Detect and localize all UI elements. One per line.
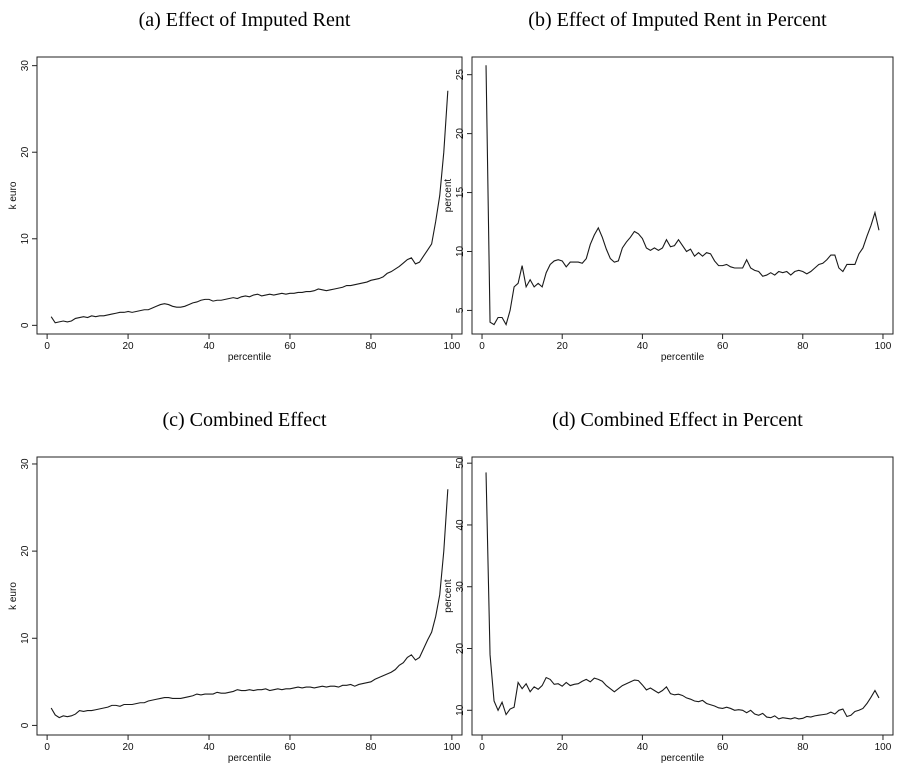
y-axis-label: percent: [443, 579, 454, 613]
panel-title: (b) Effect of Imputed Rent in Percent: [528, 9, 827, 31]
x-tick-label: 60: [717, 341, 729, 352]
plot-frame: [471, 56, 894, 335]
x-tick-label: 60: [717, 742, 729, 753]
x-tick-label: 60: [284, 742, 296, 753]
y-tick-label: 10: [20, 632, 31, 644]
panel-title: (d) Combined Effect in Percent: [552, 409, 803, 431]
y-tick-label: 40: [455, 519, 466, 531]
y-axis-label: k euro: [8, 181, 19, 209]
y-tick-label: 10: [455, 704, 466, 716]
y-tick-label: 20: [455, 643, 466, 655]
y-tick-label: 30: [20, 60, 31, 72]
panel: (a) Effect of Imputed Rent 0 20 40 60 80 100 0 1…: [8, 9, 463, 363]
x-axis-label: percentile: [228, 753, 272, 764]
plot-frame: [36, 56, 463, 335]
data-line: [485, 65, 880, 326]
x-tick-label: 20: [123, 742, 135, 753]
y-tick-label: 20: [20, 545, 31, 557]
x-tick-label: 100: [444, 341, 461, 352]
y-tick-label: 0: [20, 722, 31, 728]
y-tick-label: 30: [455, 581, 466, 593]
plot-frame: [36, 456, 463, 736]
x-tick-label: 0: [479, 341, 485, 352]
y-tick-label: 20: [20, 146, 31, 158]
x-tick-label: 60: [284, 341, 296, 352]
y-axis-label: percent: [443, 179, 454, 213]
x-tick-label: 20: [557, 341, 569, 352]
y-tick-label: 25: [455, 69, 466, 81]
x-axis-label: percentile: [661, 352, 705, 363]
plot-frame: [471, 456, 894, 736]
y-tick-label: 5: [455, 307, 466, 313]
x-tick-label: 100: [875, 742, 892, 753]
y-tick-label: 50: [455, 457, 466, 469]
panel-title: (c) Combined Effect: [162, 409, 326, 431]
data-line: [485, 472, 880, 720]
x-axis-label: percentile: [228, 352, 272, 363]
x-tick-label: 20: [123, 341, 135, 352]
panel-title: (a) Effect of Imputed Rent: [139, 9, 351, 31]
x-tick-label: 0: [44, 341, 50, 352]
x-tick-label: 0: [44, 742, 50, 753]
panel: (b) Effect of Imputed Rent in Percent 0 20…: [443, 9, 894, 363]
y-axis-label: k euro: [8, 582, 19, 610]
x-tick-label: 20: [557, 742, 569, 753]
data-line: [50, 489, 449, 719]
x-tick-label: 80: [365, 341, 377, 352]
x-tick-label: 100: [875, 341, 892, 352]
y-tick-label: 30: [20, 458, 31, 470]
y-tick-label: 10: [20, 233, 31, 245]
x-tick-label: 80: [797, 341, 809, 352]
y-tick-label: 0: [20, 322, 31, 328]
x-tick-label: 80: [365, 742, 377, 753]
x-tick-label: 40: [637, 742, 649, 753]
y-tick-label: 15: [455, 187, 466, 199]
x-tick-label: 40: [203, 341, 215, 352]
x-tick-label: 40: [637, 341, 649, 352]
y-tick-label: 20: [455, 128, 466, 140]
x-tick-label: 100: [444, 742, 461, 753]
y-tick-label: 10: [455, 245, 466, 257]
x-tick-label: 40: [203, 742, 215, 753]
data-line: [50, 90, 449, 324]
x-tick-label: 0: [479, 742, 485, 753]
x-axis-label: percentile: [661, 753, 705, 764]
panel: (d) Combined Effect in Percent 0 20 40 60 80 1…: [443, 409, 894, 764]
x-tick-label: 80: [797, 742, 809, 753]
